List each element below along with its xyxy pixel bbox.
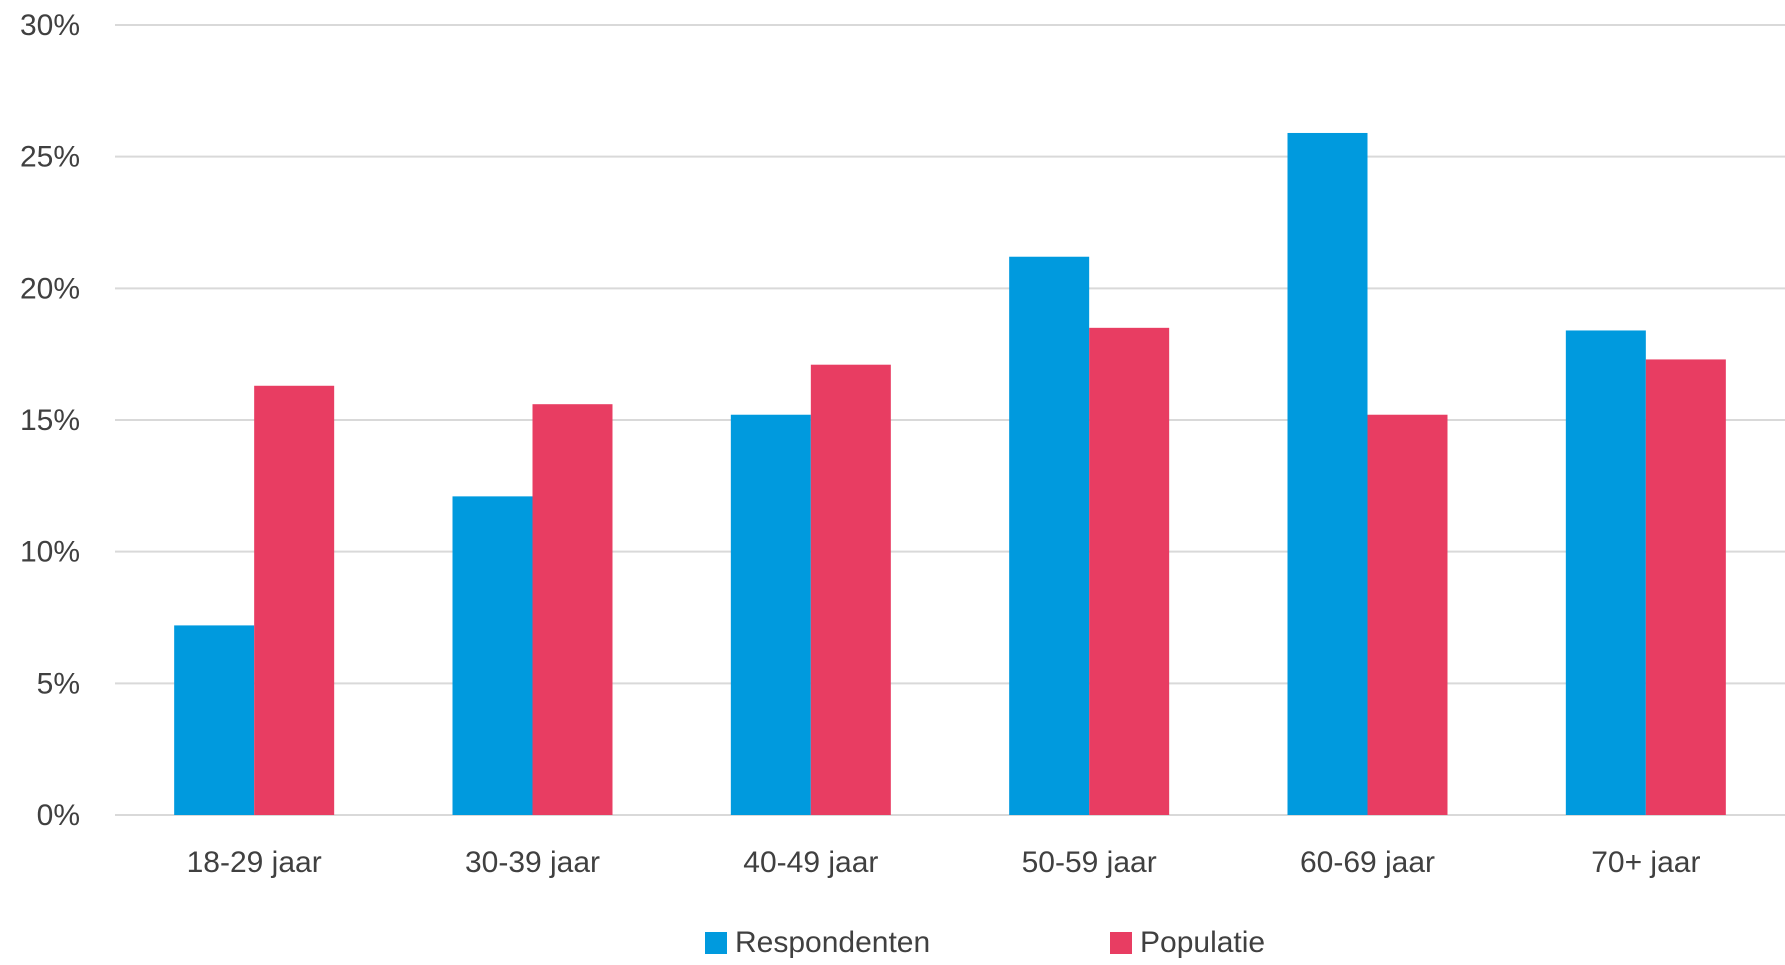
x-tick-label: 50-59 jaar — [1022, 846, 1157, 879]
y-tick-label: 30% — [20, 9, 80, 42]
y-tick-label: 0% — [37, 799, 80, 832]
bar-populatie-4 — [1367, 414, 1448, 815]
bars — [174, 132, 1726, 815]
bar-populatie-2 — [810, 364, 891, 815]
bar-respondenten-3 — [1009, 256, 1090, 815]
y-axis-tick-labels: 0% 5% 10% 15% 20% 25% 30% — [20, 9, 80, 832]
x-tick-label: 30-39 jaar — [465, 846, 600, 879]
x-tick-label: 18-29 jaar — [187, 846, 322, 879]
bar-populatie-1 — [532, 404, 613, 815]
bar-populatie-3 — [1089, 327, 1170, 815]
y-tick-label: 10% — [20, 536, 80, 569]
bar-respondenten-2 — [730, 414, 811, 815]
y-tick-label: 15% — [20, 404, 80, 437]
legend-swatch-populatie — [1110, 932, 1132, 954]
legend-label-respondenten: Respondenten — [735, 926, 930, 959]
x-tick-label: 70+ jaar — [1591, 846, 1700, 879]
legend: Respondenten Populatie — [705, 926, 1265, 959]
y-tick-label: 20% — [20, 272, 80, 305]
x-tick-label: 60-69 jaar — [1300, 846, 1435, 879]
legend-swatch-respondenten — [705, 932, 727, 954]
y-tick-label: 5% — [37, 667, 80, 700]
x-tick-label: 40-49 jaar — [743, 846, 878, 879]
gridlines — [115, 24, 1785, 816]
bar-respondenten-4 — [1287, 132, 1368, 815]
x-axis-tick-labels: 18-29 jaar 30-39 jaar 40-49 jaar 50-59 jaar… — [187, 846, 1701, 879]
bar-respondenten-5 — [1565, 330, 1646, 815]
bar-populatie-5 — [1645, 359, 1726, 815]
bar-respondenten-1 — [452, 496, 533, 815]
legend-label-populatie: Populatie — [1140, 926, 1265, 959]
y-tick-label: 25% — [20, 141, 80, 174]
bar-populatie-0 — [254, 385, 335, 815]
bar-respondenten-0 — [174, 625, 255, 815]
